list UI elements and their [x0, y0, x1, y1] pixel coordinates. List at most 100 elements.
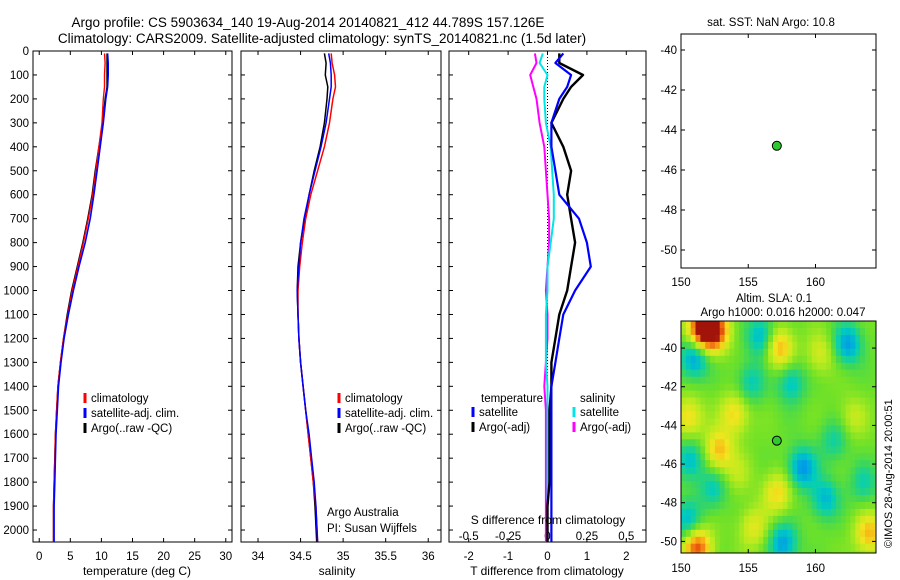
s-tick-label: 0.5	[618, 531, 634, 543]
lon-tick-label: 155	[739, 277, 758, 289]
sst-map-panel: -40 -42 -44 -46 -48 -50 150 155 160 sat. SST: Na…	[660, 17, 877, 289]
sla-map-axes	[680, 320, 877, 554]
x-tick-label: 34.5	[289, 551, 311, 563]
sst-map-title: sat. SST: NaN Argo: 10.8	[707, 17, 835, 29]
lon-tick-label: 155	[739, 563, 758, 575]
lat-tick-label: -48	[660, 498, 677, 510]
x-tick-label: 0	[544, 551, 550, 563]
lat-tick-label: -44	[660, 125, 677, 137]
depth-tick-label: 0	[23, 46, 29, 58]
legend-entry: Argo(-adj)	[479, 422, 530, 434]
temperature-panel: 0100200300400500600700800900100011001200…	[3, 46, 233, 578]
series-line-temperature-argo	[546, 53, 585, 542]
lat-tick-label: -40	[660, 343, 677, 355]
legend-entry: climatology	[91, 393, 149, 405]
depth-tick-label: 400	[10, 142, 29, 154]
salinity-axis-label: salinity	[319, 564, 356, 578]
sla-map-subtitle: Argo h1000: 0.016 h2000: 0.047	[701, 307, 866, 319]
x-tick-label: -1	[503, 551, 513, 563]
depth-tick-label: 1000	[3, 286, 29, 298]
legend-entry: Argo(..raw -QC)	[91, 423, 172, 435]
x-tick-label: 2	[623, 551, 629, 563]
lon-tick-label: 160	[806, 277, 825, 289]
salinity-axes	[240, 50, 442, 543]
difference-t-axis-label: T difference from climatology	[470, 564, 624, 578]
legend-entry: climatology	[345, 393, 403, 405]
x-tick-label: 25	[188, 551, 201, 563]
lat-tick-label: -46	[660, 165, 677, 177]
x-tick-label: 35.5	[374, 551, 396, 563]
depth-tick-label: 1900	[3, 501, 29, 513]
figure-title-line2: Climatology: CARS2009. Satellite-adjuste…	[58, 31, 586, 46]
depth-tick-label: 2000	[3, 525, 29, 537]
s-tick-label: -0.5	[459, 531, 479, 543]
series-line-satellite	[296, 53, 332, 543]
lon-tick-label: 150	[671, 563, 690, 575]
lon-tick-label: 150	[671, 277, 690, 289]
x-tick-label: 15	[126, 551, 139, 563]
legend-entry: satellite	[479, 407, 518, 419]
series-line-climatology	[297, 53, 337, 543]
lon-tick-label: 160	[806, 563, 825, 575]
legend-entry: Argo(..raw -QC)	[345, 423, 426, 435]
x-tick-label: 10	[95, 551, 108, 563]
depth-tick-label: 700	[10, 214, 29, 226]
series-line-satellite	[53, 53, 109, 542]
lat-tick-label: -40	[660, 45, 677, 57]
sla-heatmap	[681, 321, 876, 553]
lat-tick-label: -46	[660, 459, 677, 471]
lat-tick-label: -42	[660, 382, 677, 394]
s-tick-label: 0.25	[576, 531, 598, 543]
depth-tick-label: 800	[10, 238, 29, 250]
temperature-axis-label: temperature (deg C)	[83, 564, 191, 578]
legend-entry: satellite	[580, 407, 619, 419]
sla-map-title: Altim. SLA: 0.1	[736, 293, 812, 305]
x-tick-label: 30	[219, 551, 232, 563]
x-tick-label: 20	[157, 551, 170, 563]
depth-tick-label: 200	[10, 94, 29, 106]
salinity-panel: 34 34.5 35 35.5 36 climatology satellite-adj. …	[240, 50, 442, 578]
x-tick-label: 0	[36, 551, 42, 563]
argo-position-marker	[771, 140, 782, 151]
s-tick-label: -0.25	[495, 531, 521, 543]
legend-entry: satellite-adj. clim.	[91, 408, 179, 420]
series-line-climatology	[52, 53, 106, 542]
float-owner-note: Argo Australia	[327, 507, 399, 519]
depth-tick-label: 1300	[3, 357, 29, 369]
lat-tick-label: -44	[660, 420, 677, 432]
x-tick-label: 35	[337, 551, 350, 563]
sst-map-axes	[680, 33, 877, 269]
legend-header-salinity: salinity	[580, 393, 615, 405]
float-pi-note: PI: Susan Wijffels	[327, 523, 417, 535]
legend-header-temperature: temperature	[481, 393, 543, 405]
x-tick-label: 1	[584, 551, 590, 563]
legend-entry: satellite-adj. clim.	[345, 408, 433, 420]
argo-position-marker-sla	[771, 435, 782, 446]
series-line-salinity-satellite	[538, 53, 555, 542]
temperature-axes	[32, 50, 233, 543]
x-tick-label: 5	[67, 551, 73, 563]
depth-tick-label: 100	[10, 70, 29, 82]
depth-tick-label: 500	[10, 166, 29, 178]
depth-tick-label: 1700	[3, 453, 29, 465]
sla-map-panel: -40 -42 -44 -46 -48 -50 150 155 160 Altim. SLA: …	[660, 293, 877, 575]
series-line-argo	[52, 53, 108, 542]
lat-tick-label: -48	[660, 205, 677, 217]
legend-entry: Argo(-adj)	[580, 422, 631, 434]
depth-tick-label: 1500	[3, 405, 29, 417]
figure-title-line1: Argo profile: CS 5903634_140 19-Aug-2014…	[72, 15, 545, 30]
depth-tick-label: 300	[10, 118, 29, 130]
lat-tick-label: -42	[660, 85, 677, 97]
depth-tick-label: 1800	[3, 477, 29, 489]
depth-tick-label: 600	[10, 190, 29, 202]
lat-tick-label: -50	[660, 536, 677, 548]
x-tick-label: 34	[252, 551, 265, 563]
x-tick-label: 36	[422, 551, 435, 563]
x-tick-label: -2	[464, 551, 474, 563]
lat-tick-label: -50	[660, 245, 677, 257]
depth-tick-label: 900	[10, 262, 29, 274]
imos-timestamp-label: ©IMOS 28-Aug-2014 20:00:51	[883, 399, 895, 548]
depth-tick-label: 1400	[3, 381, 29, 393]
